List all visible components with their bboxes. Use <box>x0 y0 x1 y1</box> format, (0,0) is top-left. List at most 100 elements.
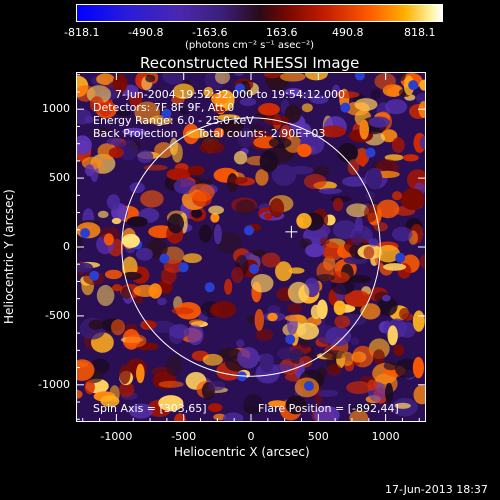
heatmap-cell <box>313 405 340 422</box>
heatmap-cell <box>208 205 225 215</box>
heatmap-cell <box>216 231 242 254</box>
header-line-detectors: Detectors: 7F 8F 9F, Att 0 <box>93 101 235 114</box>
heatmap-cell <box>140 190 164 208</box>
heatmap-cell <box>392 191 402 201</box>
heatmap-cell <box>96 127 110 135</box>
heatmap-cell <box>341 351 354 367</box>
heatmap-cell <box>394 358 419 379</box>
heatmap-cell <box>233 151 248 165</box>
timestamp: 17-Jun-2013 18:37 <box>385 483 488 496</box>
heatmap-cell <box>288 267 305 274</box>
heatmap-cell <box>179 108 190 115</box>
x-axis-label: Heliocentric X (arcsec) <box>174 445 310 459</box>
heatmap-cell <box>267 312 278 322</box>
heatmap-cell <box>115 109 131 117</box>
heatmap-cell <box>337 142 359 163</box>
heatmap-cell <box>400 188 425 210</box>
heatmap-cell <box>402 154 419 162</box>
heatmap-cell <box>158 395 184 412</box>
heatmap-cell <box>317 389 339 397</box>
y-tick-label: 0 <box>63 240 70 253</box>
heatmap-cell <box>210 213 220 223</box>
heatmap-cell <box>333 300 346 316</box>
heatmap-cell <box>354 72 365 81</box>
heatmap-cell <box>145 74 156 83</box>
heatmap-cell <box>321 350 347 359</box>
heatmap-cell <box>335 91 360 99</box>
y-tick-label: -1000 <box>38 377 70 391</box>
heatmap-cell <box>204 282 215 293</box>
heatmap-cell <box>135 247 153 261</box>
heatmap-cell <box>305 243 325 258</box>
heatmap-cell <box>211 301 237 318</box>
heatmap-cell <box>191 208 203 219</box>
heatmap-cell <box>399 307 410 321</box>
heatmap-cell <box>111 319 125 336</box>
header-info: 7-Jun-2004 19:52:32.000 to 19:54:12.000 … <box>93 88 345 140</box>
heatmap-cell <box>235 199 256 215</box>
heatmap-cell <box>350 337 360 346</box>
heatmap-cell <box>76 359 95 381</box>
heatmap-cell <box>299 355 313 368</box>
heatmap-cell <box>228 176 248 184</box>
heatmap-cell <box>354 98 378 111</box>
heatmap-cell <box>250 274 274 293</box>
heatmap-cell <box>246 315 255 325</box>
heatmap-cell <box>106 194 121 210</box>
heatmap-cell <box>259 150 279 172</box>
heatmap-cell <box>159 253 170 264</box>
header-line-time: 7-Jun-2004 19:52:32.000 to 19:54:12.000 <box>115 88 346 101</box>
heatmap-cell <box>80 228 91 239</box>
header-line-energy: Energy Range: 6.0 - 25.0 keV <box>93 114 254 127</box>
heatmap-cell <box>243 406 261 413</box>
heatmap-cell <box>268 400 287 408</box>
heatmap-cell <box>287 281 310 304</box>
heatmap-cell <box>213 127 225 138</box>
colorbar-tick-label: -490.8 <box>128 26 164 39</box>
heatmap-cell <box>385 382 394 404</box>
heatmap-cell <box>217 347 242 360</box>
heatmap-cell <box>234 72 245 77</box>
heatmap-cell <box>122 271 142 281</box>
heatmap-cell <box>255 169 269 186</box>
heatmap-cell <box>100 395 120 407</box>
heatmap-cell <box>366 168 383 190</box>
heatmap-cell <box>231 266 244 284</box>
heatmap-cell <box>332 220 358 240</box>
heatmap-cell <box>284 314 306 322</box>
heatmap-cell <box>244 225 254 236</box>
heatmap-cell <box>346 381 372 395</box>
heatmap-cell <box>154 142 174 159</box>
heatmap-cell <box>310 304 322 320</box>
heatmap-cell <box>319 237 330 245</box>
heatmap-cell <box>359 119 370 140</box>
x-tick-label: -1000 <box>100 430 133 443</box>
heatmap-cell <box>222 412 244 422</box>
heatmap-cell <box>373 222 388 232</box>
heatmap-cell <box>275 261 293 282</box>
heatmap-cell <box>186 324 204 346</box>
heatmap-cell <box>122 127 145 136</box>
heatmap-cell <box>189 183 215 202</box>
heatmap-plot <box>76 72 426 422</box>
heatmap-cell <box>235 83 245 94</box>
heatmap-cell <box>384 154 404 161</box>
heatmap-cell <box>76 135 92 155</box>
flare-position-label: Flare Position = [-892,44] <box>258 402 399 415</box>
heatmap-cell <box>344 290 371 307</box>
heatmap-cell <box>373 349 385 365</box>
x-tick-label: 0 <box>247 430 255 443</box>
heatmap-cell <box>219 117 244 137</box>
heatmap-cell <box>126 216 148 228</box>
heatmap-cell <box>119 364 131 385</box>
heatmap-cell <box>269 198 285 218</box>
flare-marker <box>285 225 298 238</box>
heatmap-cell <box>377 296 398 316</box>
heatmap-cell <box>342 176 368 187</box>
heatmap-cell <box>119 381 135 398</box>
heatmap-cell <box>320 125 346 138</box>
heatmap-cell <box>264 212 273 220</box>
heatmap-cell <box>171 142 183 163</box>
heatmap-cell <box>316 274 335 282</box>
heatmap-cell <box>370 88 381 100</box>
